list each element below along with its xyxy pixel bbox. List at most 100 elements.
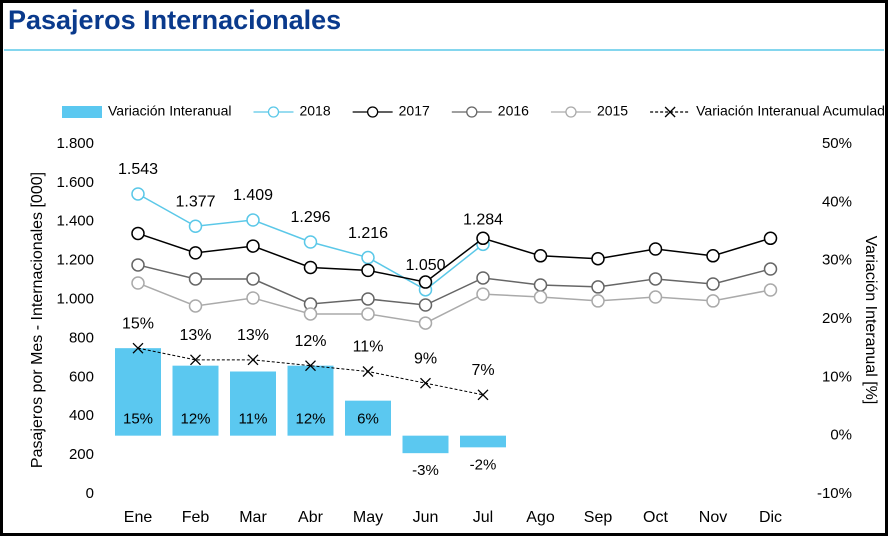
y2-tick-label: 0% [830, 427, 852, 444]
point [476, 287, 490, 301]
point-label: 11% [353, 339, 384, 356]
x-tick-label: Dic [759, 509, 782, 526]
legend-label: 2016 [498, 103, 529, 119]
point-label: 7% [471, 362, 494, 379]
bar [172, 365, 219, 436]
point-label: 13% [179, 327, 211, 344]
y-tick-label: 200 [69, 446, 94, 463]
legend-marker [267, 106, 280, 118]
y2-tick-label: 40% [822, 193, 852, 210]
y-tick-label: 0 [86, 485, 94, 502]
point [763, 262, 778, 276]
point [648, 242, 663, 256]
x-tick-label: Abr [298, 509, 324, 526]
legend-label: 2017 [399, 103, 430, 119]
point-label: 1.377 [175, 193, 215, 210]
point [303, 307, 318, 321]
bar [460, 435, 506, 448]
point [706, 294, 720, 308]
point [246, 291, 260, 305]
y-tick-label: 400 [69, 407, 94, 424]
point-label: 1.216 [348, 225, 388, 242]
y-tick-label: 1.600 [56, 174, 94, 191]
y2-tick-label: 30% [822, 252, 852, 269]
y-tick-label: 1.400 [56, 213, 94, 230]
point [361, 292, 375, 306]
y-tick-label: 1.200 [56, 252, 94, 269]
legend-marker [565, 106, 577, 118]
point-label: 13% [237, 327, 269, 344]
point [305, 360, 316, 372]
point [648, 290, 663, 304]
x-tick-label: May [353, 509, 383, 526]
legend-marker [664, 106, 676, 118]
page-title: Pasajeros Internacionales [8, 5, 341, 35]
point [763, 283, 778, 297]
point [190, 354, 201, 366]
y-axis-title: Pasajeros por Mes - Internacionales [000… [29, 172, 46, 468]
bar-label: 12% [180, 411, 210, 428]
bar-label: -3% [412, 462, 439, 479]
point [303, 260, 318, 275]
y2-tick-label: 20% [822, 310, 852, 327]
y2-tick-label: -10% [817, 485, 852, 502]
point [418, 275, 433, 289]
point [131, 258, 145, 272]
point [246, 272, 260, 286]
series-line [137, 282, 771, 324]
point-label: 1.050 [405, 257, 445, 274]
bar-label: 12% [295, 411, 325, 428]
point [476, 231, 490, 246]
x-tick-label: Jun [413, 509, 439, 526]
series-line [137, 264, 771, 306]
point [533, 278, 548, 292]
point [188, 299, 203, 313]
x-tick-label: Ago [526, 509, 555, 526]
point [533, 290, 548, 304]
legend-label: Variación Interanual [108, 103, 231, 119]
bar [402, 435, 449, 454]
x-tick-label: Jul [473, 509, 493, 526]
point-label: 9% [414, 350, 437, 367]
point [706, 277, 720, 291]
x-tick-label: Sep [584, 509, 613, 526]
point [591, 251, 605, 266]
point-label: 1.284 [463, 212, 503, 229]
point [131, 226, 145, 241]
bar [230, 371, 276, 436]
y2-tick-label: 50% [822, 135, 852, 152]
point [246, 213, 260, 227]
y-tick-label: 600 [69, 368, 94, 385]
point [188, 219, 203, 233]
point [591, 280, 605, 294]
point [188, 272, 203, 286]
point [648, 272, 663, 286]
point [303, 235, 318, 249]
point-label: 1.296 [290, 209, 330, 226]
point-label: 1.543 [118, 161, 158, 178]
point [131, 187, 145, 201]
point [131, 276, 145, 290]
bar-label: 6% [357, 411, 379, 428]
point [591, 294, 605, 308]
y2-axis-title: Variación Interanual [%] [862, 236, 879, 405]
x-tick-label: Mar [239, 509, 267, 526]
y-tick-label: 800 [69, 329, 94, 346]
bar [115, 348, 161, 436]
point [361, 250, 375, 265]
point [706, 249, 720, 263]
y-tick-label: 1.000 [56, 291, 94, 308]
point [477, 389, 489, 401]
legend-swatch [62, 106, 102, 118]
point-label: 15% [122, 315, 154, 332]
point [188, 246, 203, 260]
y2-tick-label: 10% [822, 368, 852, 385]
legend-marker [366, 106, 379, 118]
point [361, 263, 375, 278]
bar-label: -2% [470, 456, 497, 473]
bar-label: 15% [123, 411, 153, 428]
x-tick-label: Feb [182, 509, 210, 526]
point [420, 377, 431, 389]
legend-label: 2018 [299, 103, 330, 119]
